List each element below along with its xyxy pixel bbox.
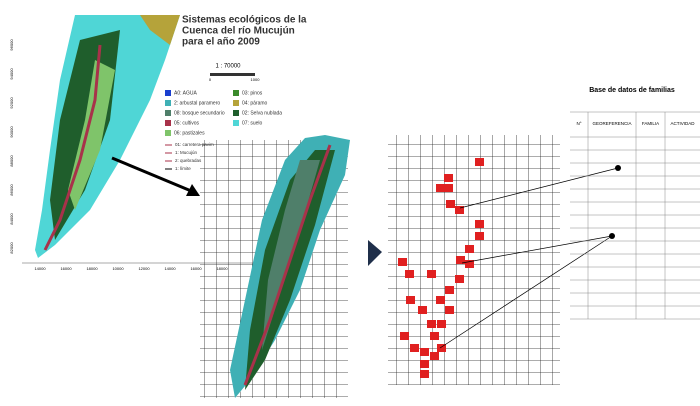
y-labels: 96000 94000 92000 90000 88000 86000 84000 82000 bbox=[9, 39, 14, 254]
cells bbox=[398, 158, 484, 378]
legend-label: 1: límite bbox=[175, 166, 191, 171]
scale-bar bbox=[210, 73, 255, 76]
legend-label: 06: pastizales bbox=[174, 130, 205, 136]
y-label: 84000 bbox=[9, 213, 14, 225]
legend-label: 2: quebradas bbox=[175, 158, 202, 163]
x-label: 10000 bbox=[112, 266, 124, 271]
y-label: 92000 bbox=[9, 97, 14, 109]
legend-label: A0: AGUA bbox=[174, 90, 197, 96]
x-label: 18000 bbox=[86, 266, 98, 271]
grid-river bbox=[243, 144, 332, 386]
connectors bbox=[439, 167, 619, 349]
map-scale: 1 : 70000 bbox=[215, 64, 241, 70]
legend-swatch bbox=[233, 110, 239, 116]
y-label: 86000 bbox=[9, 184, 14, 196]
table-header: GEOREFERENCIA bbox=[592, 121, 631, 126]
x-label: 14000 bbox=[34, 266, 46, 271]
x-label: 14000 bbox=[164, 266, 176, 271]
y-label: 96000 bbox=[9, 39, 14, 51]
legend-label: 2: arbustal paramero bbox=[174, 100, 220, 106]
table-header: N° bbox=[576, 121, 581, 126]
title-line: Sistemas ecológicos de la bbox=[182, 15, 307, 26]
legend-swatch bbox=[165, 130, 171, 136]
legend-swatch bbox=[165, 90, 171, 96]
arrow bbox=[111, 156, 197, 195]
y-label: 90000 bbox=[9, 126, 14, 138]
legend-label: 02: Selva nublada bbox=[242, 110, 282, 116]
map-zone bbox=[140, 15, 180, 45]
table: N° GEOREFERENCIA FAMILIA ACTIVIDAD bbox=[570, 111, 700, 320]
legend-swatch bbox=[233, 90, 239, 96]
map-river bbox=[43, 44, 102, 251]
legend-swatch bbox=[165, 110, 171, 116]
table-header: FAMILIA bbox=[642, 121, 659, 126]
legend-label: 03: pinos bbox=[242, 90, 263, 96]
y-label: 88000 bbox=[9, 155, 14, 167]
x-label: 16000 bbox=[190, 266, 202, 271]
x-label: 16000 bbox=[60, 266, 72, 271]
arrow-head bbox=[186, 184, 200, 196]
legend-label: 04: páramo bbox=[242, 100, 268, 106]
map-zone bbox=[68, 60, 115, 210]
legend: A0: AGUA 03: pinos 2: arbustal paramero 04:… bbox=[165, 90, 282, 171]
y-label: 94000 bbox=[9, 68, 14, 80]
dot bbox=[615, 165, 621, 171]
scale-label: 1000 bbox=[251, 77, 261, 82]
scale-label: 0 bbox=[209, 77, 212, 82]
table-title: Base de datos de familias bbox=[589, 87, 675, 94]
legend-label: 07: suelo bbox=[242, 120, 263, 126]
legend-swatch bbox=[165, 100, 171, 106]
title-line: para el año 2009 bbox=[182, 37, 260, 48]
title-line: Cuenca del río Mucujún bbox=[182, 26, 295, 37]
chevron bbox=[368, 240, 382, 266]
legend-swatch bbox=[233, 120, 239, 126]
legend-label: 1: Mucujún bbox=[175, 150, 198, 155]
legend-swatch bbox=[233, 100, 239, 106]
y-label: 82000 bbox=[9, 242, 14, 254]
dot bbox=[609, 233, 615, 239]
x-label: 12000 bbox=[138, 266, 150, 271]
legend-label: 01: carretera pavim bbox=[175, 142, 214, 147]
table-header: ACTIVIDAD bbox=[670, 121, 695, 126]
legend-swatch bbox=[165, 120, 171, 126]
legend-label: 08: bosque secundario bbox=[174, 110, 225, 116]
legend-label: 05: cultivos bbox=[174, 120, 200, 126]
